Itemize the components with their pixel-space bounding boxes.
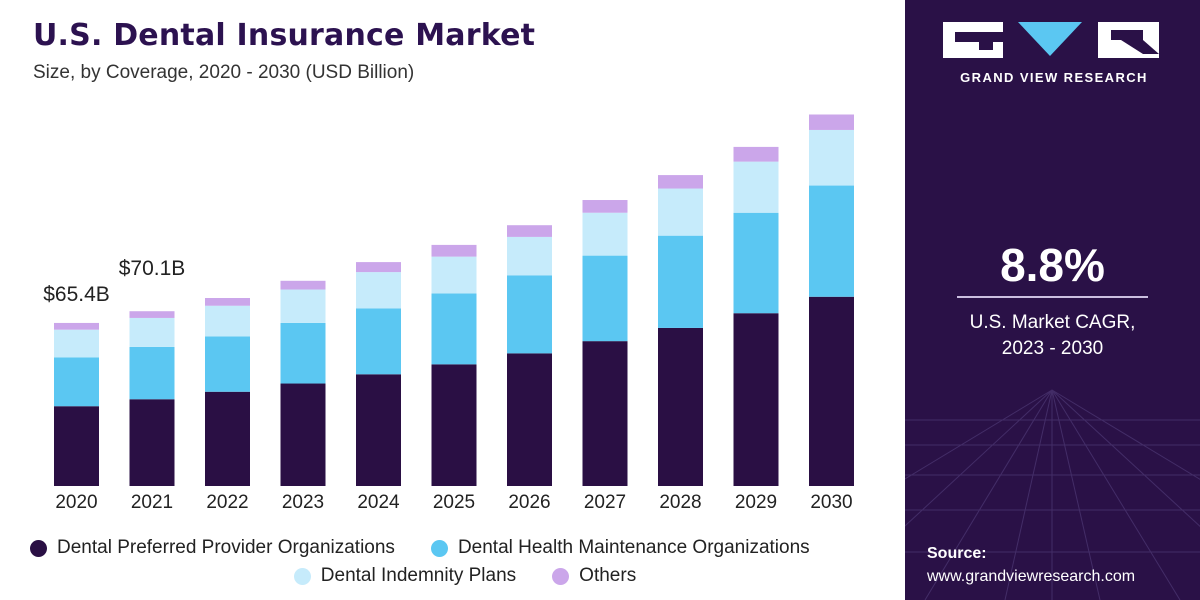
cagr-value: 8.8%	[1000, 239, 1105, 291]
legend-row: Dental Preferred Provider Organizations …	[30, 534, 900, 562]
x-tick-label-2024: 2024	[357, 492, 400, 513]
x-tick-label-2027: 2027	[584, 492, 626, 513]
perspective-grid-background	[905, 389, 1200, 600]
legend-swatch-ppo	[30, 539, 47, 557]
legend-swatch-others	[552, 567, 570, 585]
bar-segment-2023-series-0	[280, 383, 326, 486]
data-label-2021: $70.1B	[119, 257, 186, 280]
legend-item-ppo: Dental Preferred Provider Organizations	[30, 537, 395, 559]
bar-segment-2025-series-0	[431, 364, 477, 486]
cagr-label: U.S. Market CAGR, 2023 - 2030	[905, 310, 1200, 362]
legend-label-ppo: Dental Preferred Provider Organizations	[57, 537, 395, 558]
bar-segment-2026-series-1	[507, 275, 552, 354]
bar-segment-2027-series-3	[582, 200, 628, 213]
bar-segment-2023-series-2	[280, 289, 326, 323]
bar-segment-2021-series-3	[129, 311, 175, 318]
chart-legend: Dental Preferred Provider Organizations …	[30, 534, 900, 590]
bar-segment-2025-series-1	[431, 293, 477, 365]
legend-swatch-indemnity	[293, 567, 311, 585]
bar-segment-2025-series-3	[431, 244, 477, 257]
bar-segment-2030-series-1	[809, 185, 854, 297]
bar-segment-2029-series-1	[733, 212, 779, 314]
bar-segment-2022-series-0	[205, 391, 250, 486]
bar-segment-2026-series-3	[507, 225, 552, 237]
brand-name: GRAND VIEW RESEARCH	[960, 70, 1148, 85]
bar-segment-2030-series-0	[809, 296, 854, 486]
cagr-label-line1: U.S. Market CAGR,	[969, 312, 1136, 333]
bar-segment-2028-series-0	[658, 327, 703, 486]
legend-item-indemnity: Dental Indemnity Plans	[293, 565, 517, 587]
bar-segment-2021-series-1	[129, 346, 175, 400]
legend-item-hmo: Dental Health Maintenance Organizations	[430, 537, 810, 559]
x-tick-label-2029: 2029	[735, 492, 777, 513]
x-tick-label-2028: 2028	[659, 492, 701, 513]
cagr-label-line2: 2023 - 2030	[1001, 338, 1104, 359]
bar-segment-2022-series-3	[205, 298, 250, 306]
source-label: Source:	[927, 545, 987, 562]
bar-segment-2020-series-1	[54, 357, 99, 407]
bar-segment-2030-series-3	[809, 114, 854, 130]
bar-segment-2021-series-2	[129, 317, 175, 347]
x-tick-label-2030: 2030	[810, 492, 852, 513]
legend-label-hmo: Dental Health Maintenance Organizations	[457, 537, 810, 558]
x-tick-label-2026: 2026	[508, 492, 550, 513]
chart-area: U.S. Dental Insurance Market Size, by Co…	[30, 18, 900, 590]
bar-segment-2027-series-2	[582, 212, 628, 256]
cagr-divider	[957, 296, 1148, 298]
bar-segment-2028-series-3	[658, 175, 703, 189]
x-tick-label-2020: 2020	[55, 492, 97, 513]
legend-label-indemnity: Dental Indemnity Plans	[320, 565, 517, 586]
bar-segment-2020-series-3	[54, 322, 99, 330]
bar-segment-2026-series-0	[507, 353, 552, 486]
gvr-logo	[943, 22, 1159, 58]
bar-segment-2020-series-0	[54, 406, 99, 486]
chart-title: U.S. Dental Insurance Market	[33, 18, 536, 53]
stacked-bar-chart: 2020 2021 2022 2023 2024 2025 2026 2027 2028 2029…	[43, 114, 854, 513]
data-label-2020: $65.4B	[43, 283, 110, 306]
bar-segment-2030-series-2	[809, 129, 854, 186]
bar-segment-2027-series-1	[582, 255, 628, 342]
bar-segment-2020-series-2	[54, 329, 99, 358]
legend-item-others: Others	[552, 565, 636, 587]
info-panel: GRAND VIEW RESEARCH 8.8% U.S. Market CAG…	[905, 0, 1200, 600]
bar-segment-2022-series-1	[205, 336, 250, 392]
bar-segment-2026-series-2	[507, 236, 552, 276]
bar-segment-2028-series-2	[658, 188, 703, 236]
bar-segment-2021-series-0	[129, 399, 175, 486]
chart-subtitle: Size, by Coverage, 2020 - 2030 (USD Bill…	[33, 62, 415, 83]
bar-segment-2029-series-3	[733, 146, 779, 162]
legend-row: Dental Indemnity Plans Others	[30, 562, 900, 590]
x-tick-label-2025: 2025	[433, 492, 475, 513]
x-tick-label-2021: 2021	[131, 492, 173, 513]
bar-segment-2029-series-0	[733, 313, 779, 486]
bar-segment-2023-series-3	[280, 280, 326, 290]
legend-label-others: Others	[579, 565, 637, 586]
source-url-link[interactable]: www.grandviewresearch.com	[927, 568, 1136, 585]
bar-segment-2028-series-1	[658, 235, 703, 328]
bar-segment-2025-series-2	[431, 256, 477, 294]
bar-segment-2029-series-2	[733, 161, 779, 213]
x-tick-label-2022: 2022	[206, 492, 248, 513]
bar-segment-2027-series-0	[582, 341, 628, 486]
bar-segment-2024-series-1	[356, 308, 401, 375]
legend-swatch-hmo	[430, 539, 448, 557]
bar-segment-2024-series-3	[356, 262, 401, 273]
x-tick-label-2023: 2023	[282, 492, 324, 513]
bar-segment-2022-series-2	[205, 305, 250, 337]
bar-segment-2024-series-2	[356, 272, 401, 309]
bar-segment-2023-series-1	[280, 322, 326, 384]
bar-segment-2024-series-0	[356, 374, 401, 486]
